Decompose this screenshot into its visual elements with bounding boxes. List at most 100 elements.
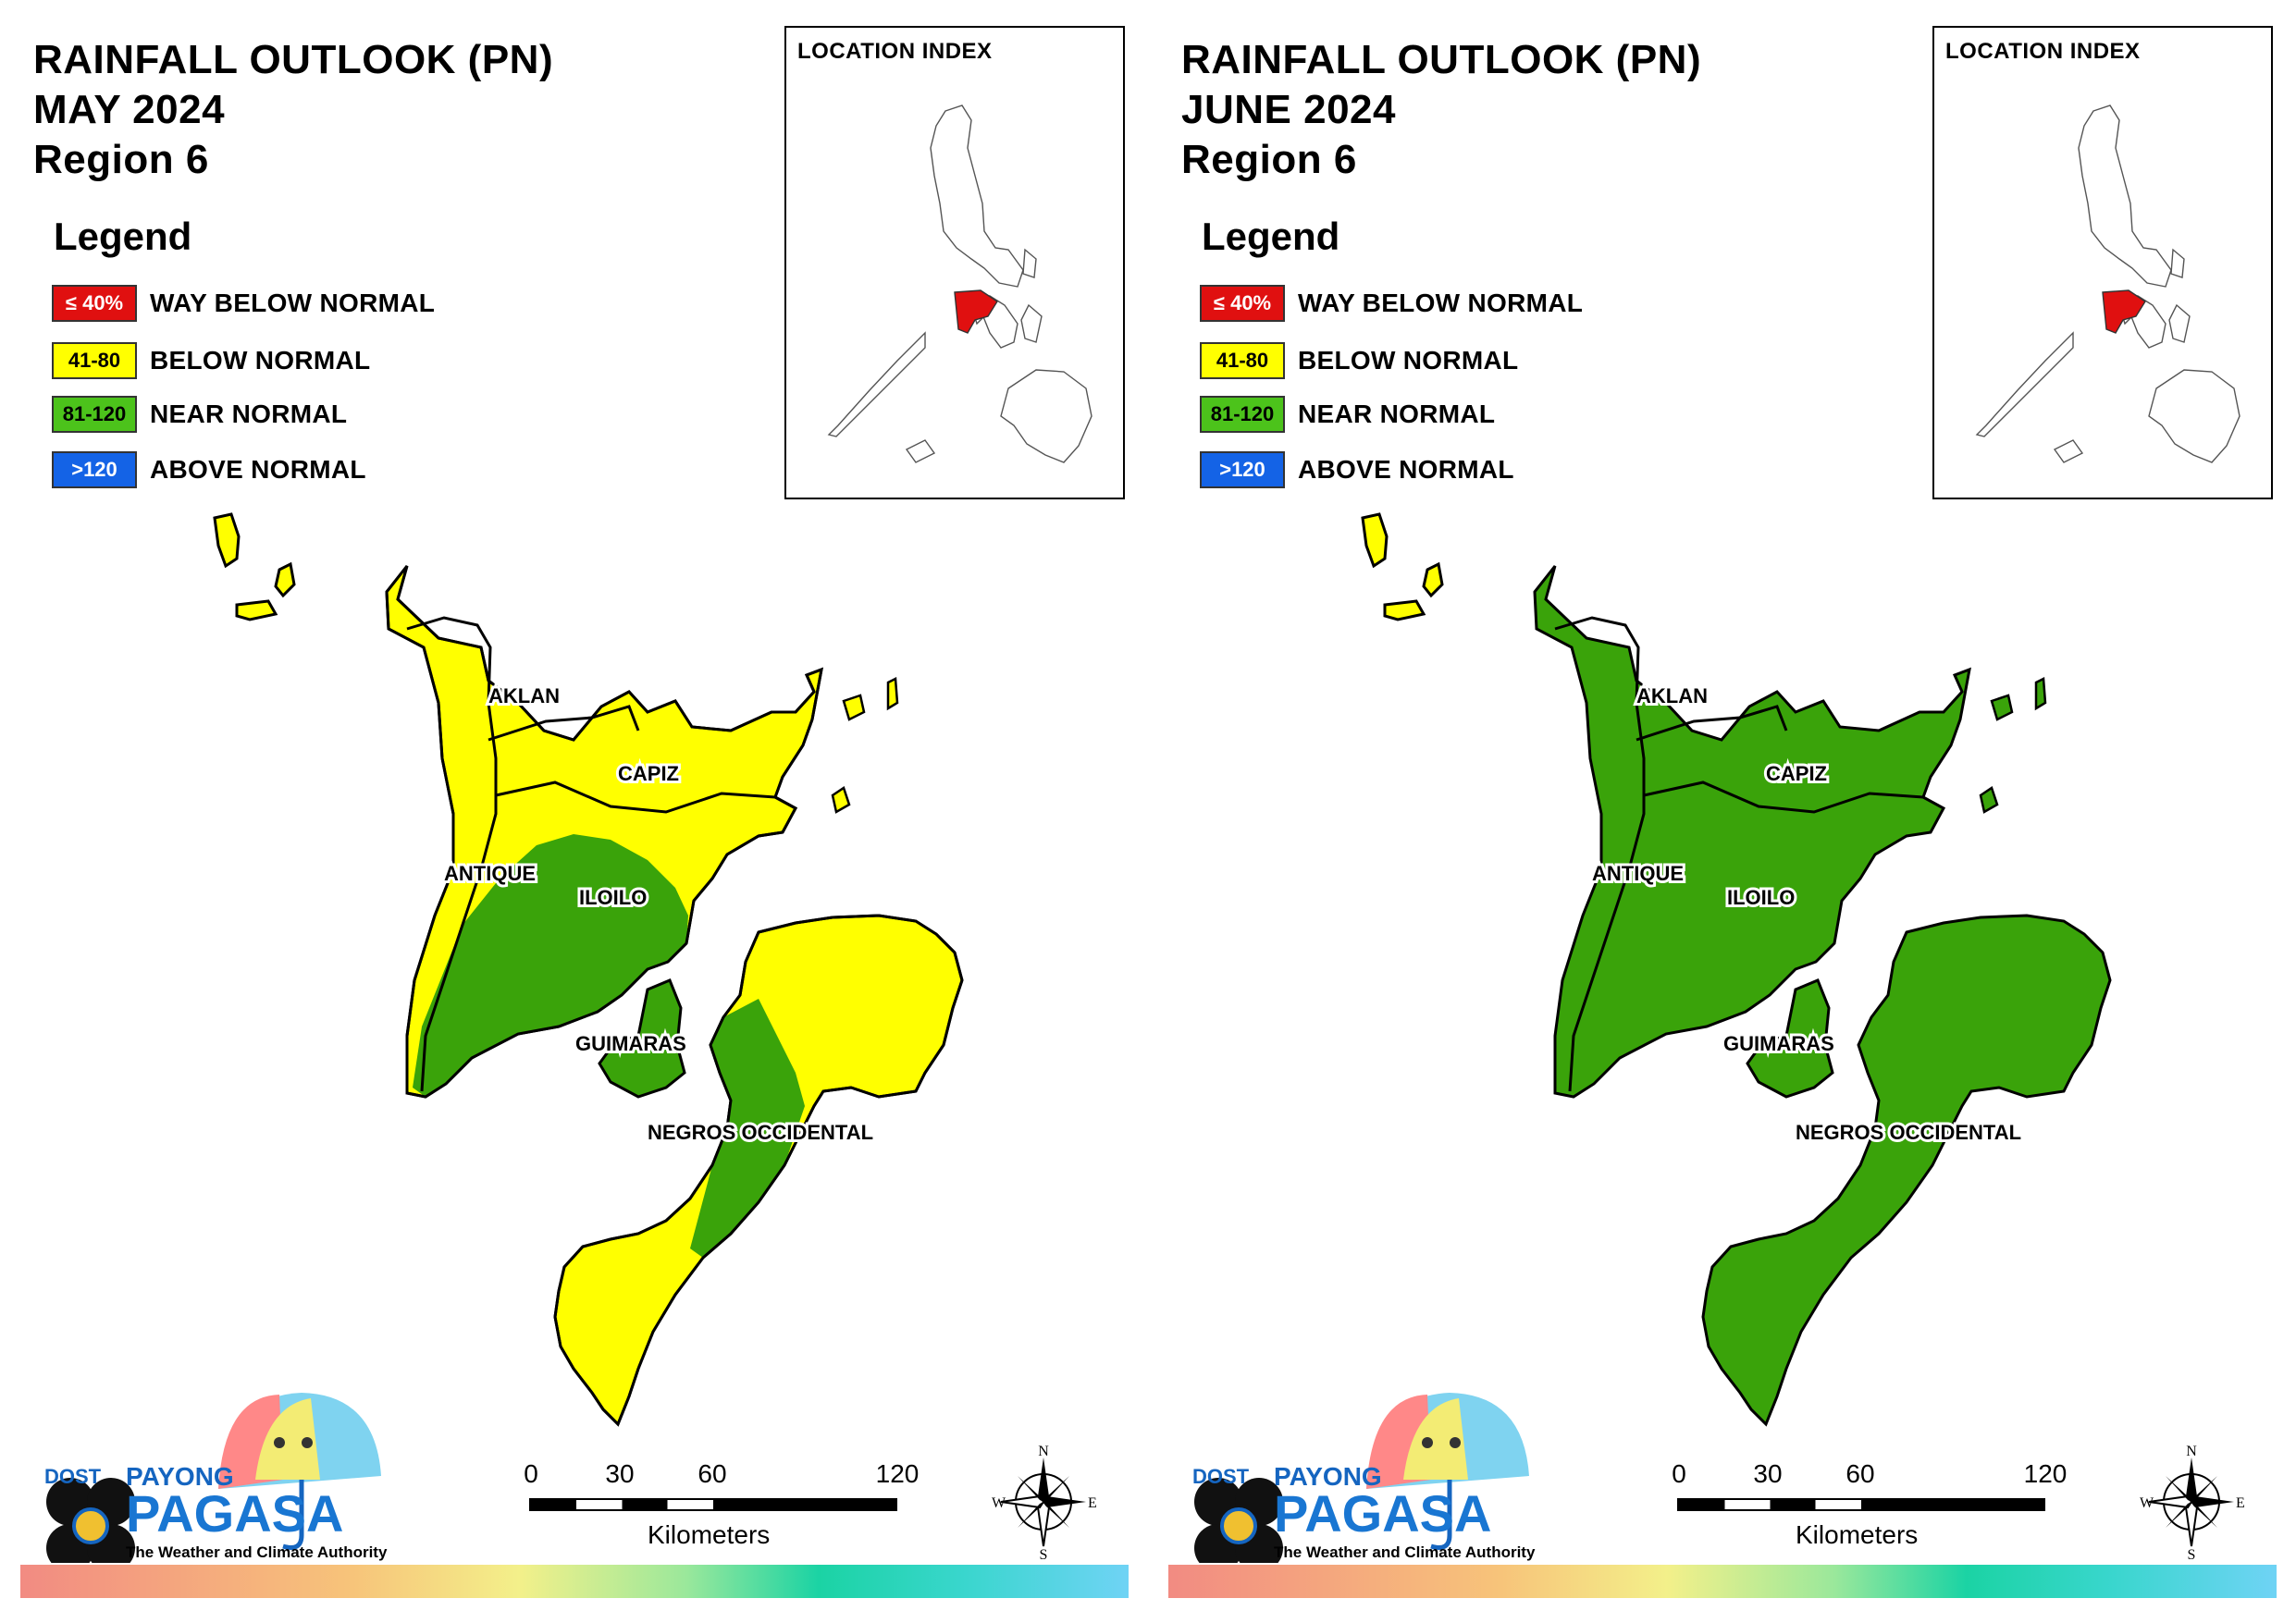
scale-tick: 30 bbox=[605, 1459, 635, 1488]
legend-label: WAY BELOW NORMAL bbox=[1298, 289, 1584, 317]
region-6-highlight bbox=[2102, 289, 2146, 334]
scale-bar: 0 30 60 120 Kilometers bbox=[518, 1459, 925, 1552]
border-capiz-iloilo bbox=[1643, 781, 1924, 814]
island-caluya bbox=[213, 512, 241, 569]
border-antique bbox=[406, 616, 498, 1092]
logo-payong: PAYONG bbox=[126, 1462, 234, 1491]
legend-label: ABOVE NORMAL bbox=[1298, 455, 1514, 484]
border-antique bbox=[1554, 616, 1646, 1092]
label-iloilo: ILOILO bbox=[1727, 886, 1795, 909]
compass-n: N bbox=[1038, 1444, 1049, 1459]
label-guimaras: GUIMARAS bbox=[575, 1032, 686, 1055]
scale-bar-graphic bbox=[1677, 1498, 2045, 1511]
compass-e: E bbox=[1088, 1495, 1097, 1511]
logo-tagline: The Weather and Climate Authority bbox=[1274, 1543, 1536, 1561]
title-region: Region 6 bbox=[1181, 137, 1357, 182]
panel-june-2024: RAINFALL OUTLOOK (PN) JUNE 2024 Region 6… bbox=[1148, 0, 2296, 1623]
scale-bar-graphic bbox=[529, 1498, 897, 1511]
legend-title: Legend bbox=[1202, 215, 1340, 258]
legend-item-below: 41-80 BELOW NORMAL bbox=[52, 340, 370, 381]
compass-n: N bbox=[2186, 1444, 2197, 1459]
label-capiz: CAPIZ bbox=[618, 762, 679, 785]
philippines-locator-map bbox=[1975, 105, 2240, 463]
scale-unit: Kilometers bbox=[648, 1520, 771, 1549]
logo-pagasa: PAGASA bbox=[126, 1484, 343, 1543]
region-6-map: AKLAN CAPIZ ANTIQUE ILOILO GUIMARAS NEGR… bbox=[213, 512, 964, 1426]
legend-label: WAY BELOW NORMAL bbox=[150, 289, 436, 317]
island-small bbox=[235, 599, 278, 621]
title-region: Region 6 bbox=[33, 137, 209, 182]
title-line-1: RAINFALL OUTLOOK (PN) bbox=[33, 37, 554, 82]
logo-pagasa: PAGASA bbox=[1274, 1484, 1491, 1543]
legend-title: Legend bbox=[54, 215, 192, 258]
island-caluya bbox=[1361, 512, 1389, 569]
legend-item-above: >120 ABOVE NORMAL bbox=[1200, 449, 1514, 490]
scale-tick: 60 bbox=[697, 1459, 727, 1488]
logo-dost: DOST bbox=[1192, 1465, 1250, 1488]
legend-item-below: 41-80 BELOW NORMAL bbox=[1200, 340, 1518, 381]
panel-may-2024: RAINFALL OUTLOOK (PN) MAY 2024 Region 6 … bbox=[20, 26, 1129, 1598]
label-iloilo: ILOILO bbox=[579, 886, 647, 909]
legend-item-near: 81-120 NEAR NORMAL bbox=[52, 394, 347, 435]
border-capiz-iloilo bbox=[495, 781, 776, 814]
label-antique: ANTIQUE bbox=[444, 862, 536, 885]
legend-swatch: 41-80 bbox=[1200, 342, 1285, 379]
compass-rose-icon: N S W E bbox=[988, 1443, 1099, 1563]
label-guimaras: GUIMARAS bbox=[1723, 1032, 1834, 1055]
location-index-title: LOCATION INDEX bbox=[797, 39, 993, 64]
label-aklan: AKLAN bbox=[1636, 684, 1708, 707]
legend-swatch: >120 bbox=[1200, 451, 1285, 488]
compass-s: S bbox=[1040, 1547, 1048, 1561]
legend-swatch: 41-80 bbox=[52, 342, 137, 379]
compass-rose-icon: N S W E bbox=[2136, 1443, 2247, 1563]
compass-w: W bbox=[2140, 1495, 2154, 1511]
pagasa-logo: DOST PAYONG PAGASA The Weather and Clima… bbox=[33, 1387, 403, 1572]
scale-tick: 120 bbox=[2023, 1459, 2068, 1488]
legend-item-above: >120 ABOVE NORMAL bbox=[52, 449, 366, 490]
scale-tick: 0 bbox=[1672, 1459, 1686, 1488]
scale-tick: 120 bbox=[875, 1459, 920, 1488]
island-semirara bbox=[274, 561, 296, 598]
border-aklan-capiz bbox=[1636, 705, 1788, 742]
compass-w: W bbox=[992, 1495, 1006, 1511]
scale-tick: 30 bbox=[1753, 1459, 1783, 1488]
legend-label: NEAR NORMAL bbox=[1298, 400, 1496, 428]
logo-dost: DOST bbox=[44, 1465, 102, 1488]
compass-e: E bbox=[2236, 1495, 2245, 1511]
legend-swatch: ≤ 40% bbox=[52, 285, 137, 322]
title-month: JUNE 2024 bbox=[1181, 87, 1396, 132]
label-negros-occidental: NEGROS OCCIDENTAL bbox=[648, 1121, 873, 1144]
scale-tick: 0 bbox=[524, 1459, 538, 1488]
location-index: LOCATION INDEX bbox=[784, 26, 1125, 499]
title-month: MAY 2024 bbox=[33, 87, 226, 132]
region-6-highlight bbox=[954, 289, 998, 334]
compass-s: S bbox=[2188, 1547, 2196, 1561]
title-line-1: RAINFALL OUTLOOK (PN) bbox=[1181, 37, 1702, 82]
near-normal-zone-negros bbox=[690, 999, 805, 1258]
legend-swatch: ≤ 40% bbox=[1200, 285, 1285, 322]
legend-swatch: 81-120 bbox=[1200, 396, 1285, 433]
legend-label: BELOW NORMAL bbox=[1298, 346, 1519, 375]
philippines-locator-map bbox=[827, 105, 1092, 463]
legend-item-way-below: ≤ 40% WAY BELOW NORMAL bbox=[1200, 283, 1583, 324]
location-index-title: LOCATION INDEX bbox=[1945, 39, 2141, 64]
legend-swatch: >120 bbox=[52, 451, 137, 488]
legend-label: NEAR NORMAL bbox=[150, 400, 348, 428]
map-title: RAINFALL OUTLOOK (PN) MAY 2024 Region 6 bbox=[33, 35, 553, 185]
scale-tick: 60 bbox=[1845, 1459, 1875, 1488]
logo-payong: PAYONG bbox=[1274, 1462, 1382, 1491]
logo-tagline: The Weather and Climate Authority bbox=[126, 1543, 388, 1561]
legend-item-way-below: ≤ 40% WAY BELOW NORMAL bbox=[52, 283, 435, 324]
island-small bbox=[1383, 599, 1426, 621]
region-6-map: AKLAN CAPIZ ANTIQUE ILOILO GUIMARAS NEGR… bbox=[1361, 512, 2112, 1426]
near-normal-zone-panay bbox=[413, 834, 688, 1097]
scale-unit: Kilometers bbox=[1796, 1520, 1919, 1549]
label-antique: ANTIQUE bbox=[1592, 862, 1684, 885]
map-title: RAINFALL OUTLOOK (PN) JUNE 2024 Region 6 bbox=[1181, 35, 1701, 185]
label-capiz: CAPIZ bbox=[1766, 762, 1827, 785]
island-semirara bbox=[1422, 561, 1444, 598]
footer-gradient-bar bbox=[20, 1565, 1129, 1598]
legend-item-near: 81-120 NEAR NORMAL bbox=[1200, 394, 1495, 435]
label-aklan: AKLAN bbox=[488, 684, 560, 707]
legend-label: BELOW NORMAL bbox=[150, 346, 371, 375]
